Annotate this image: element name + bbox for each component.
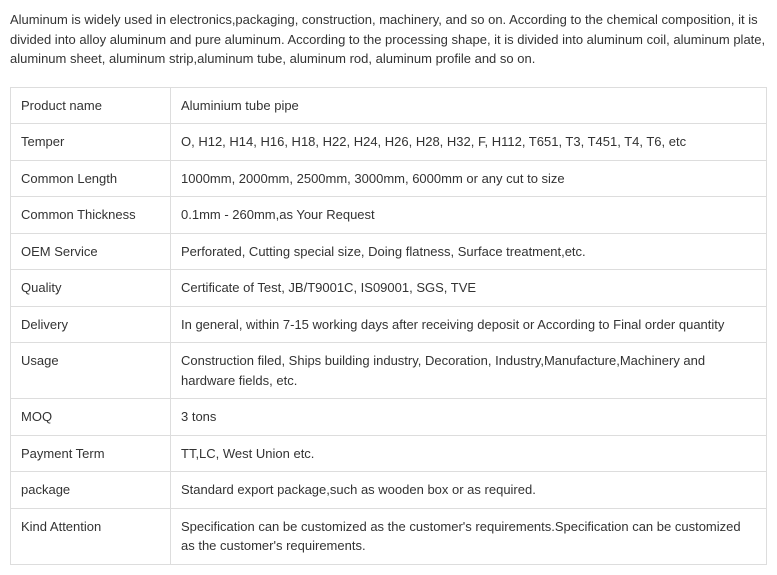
spec-table: Product name Aluminium tube pipe Temper … — [10, 87, 767, 565]
table-row: Delivery In general, within 7-15 working… — [11, 306, 767, 343]
intro-paragraph: Aluminum is widely used in electronics,p… — [10, 10, 767, 69]
row-label: Quality — [11, 270, 171, 307]
table-row: OEM Service Perforated, Cutting special … — [11, 233, 767, 270]
row-value: Aluminium tube pipe — [171, 87, 767, 124]
row-value: 1000mm, 2000mm, 2500mm, 3000mm, 6000mm o… — [171, 160, 767, 197]
row-label: Temper — [11, 124, 171, 161]
row-value: 3 tons — [171, 399, 767, 436]
row-label: MOQ — [11, 399, 171, 436]
row-value: In general, within 7-15 working days aft… — [171, 306, 767, 343]
row-value: TT,LC, West Union etc. — [171, 435, 767, 472]
row-label: Kind Attention — [11, 508, 171, 564]
row-label: Common Thickness — [11, 197, 171, 234]
row-label: Payment Term — [11, 435, 171, 472]
row-label: Usage — [11, 343, 171, 399]
row-value: Certificate of Test, JB/T9001C, IS09001,… — [171, 270, 767, 307]
row-value: Specification can be customized as the c… — [171, 508, 767, 564]
table-row: Temper O, H12, H14, H16, H18, H22, H24, … — [11, 124, 767, 161]
row-value: 0.1mm - 260mm,as Your Request — [171, 197, 767, 234]
table-row: Payment Term TT,LC, West Union etc. — [11, 435, 767, 472]
table-row: package Standard export package,such as … — [11, 472, 767, 509]
table-row: MOQ 3 tons — [11, 399, 767, 436]
table-row: Quality Certificate of Test, JB/T9001C, … — [11, 270, 767, 307]
table-row: Usage Construction filed, Ships building… — [11, 343, 767, 399]
row-value: Construction filed, Ships building indus… — [171, 343, 767, 399]
table-row: Common Length 1000mm, 2000mm, 2500mm, 30… — [11, 160, 767, 197]
row-label: Delivery — [11, 306, 171, 343]
row-label: Common Length — [11, 160, 171, 197]
row-value: Perforated, Cutting special size, Doing … — [171, 233, 767, 270]
row-label: package — [11, 472, 171, 509]
row-value: Standard export package,such as wooden b… — [171, 472, 767, 509]
row-value: O, H12, H14, H16, H18, H22, H24, H26, H2… — [171, 124, 767, 161]
table-row: Common Thickness 0.1mm - 260mm,as Your R… — [11, 197, 767, 234]
table-row: Kind Attention Specification can be cust… — [11, 508, 767, 564]
row-label: OEM Service — [11, 233, 171, 270]
row-label: Product name — [11, 87, 171, 124]
table-row: Product name Aluminium tube pipe — [11, 87, 767, 124]
